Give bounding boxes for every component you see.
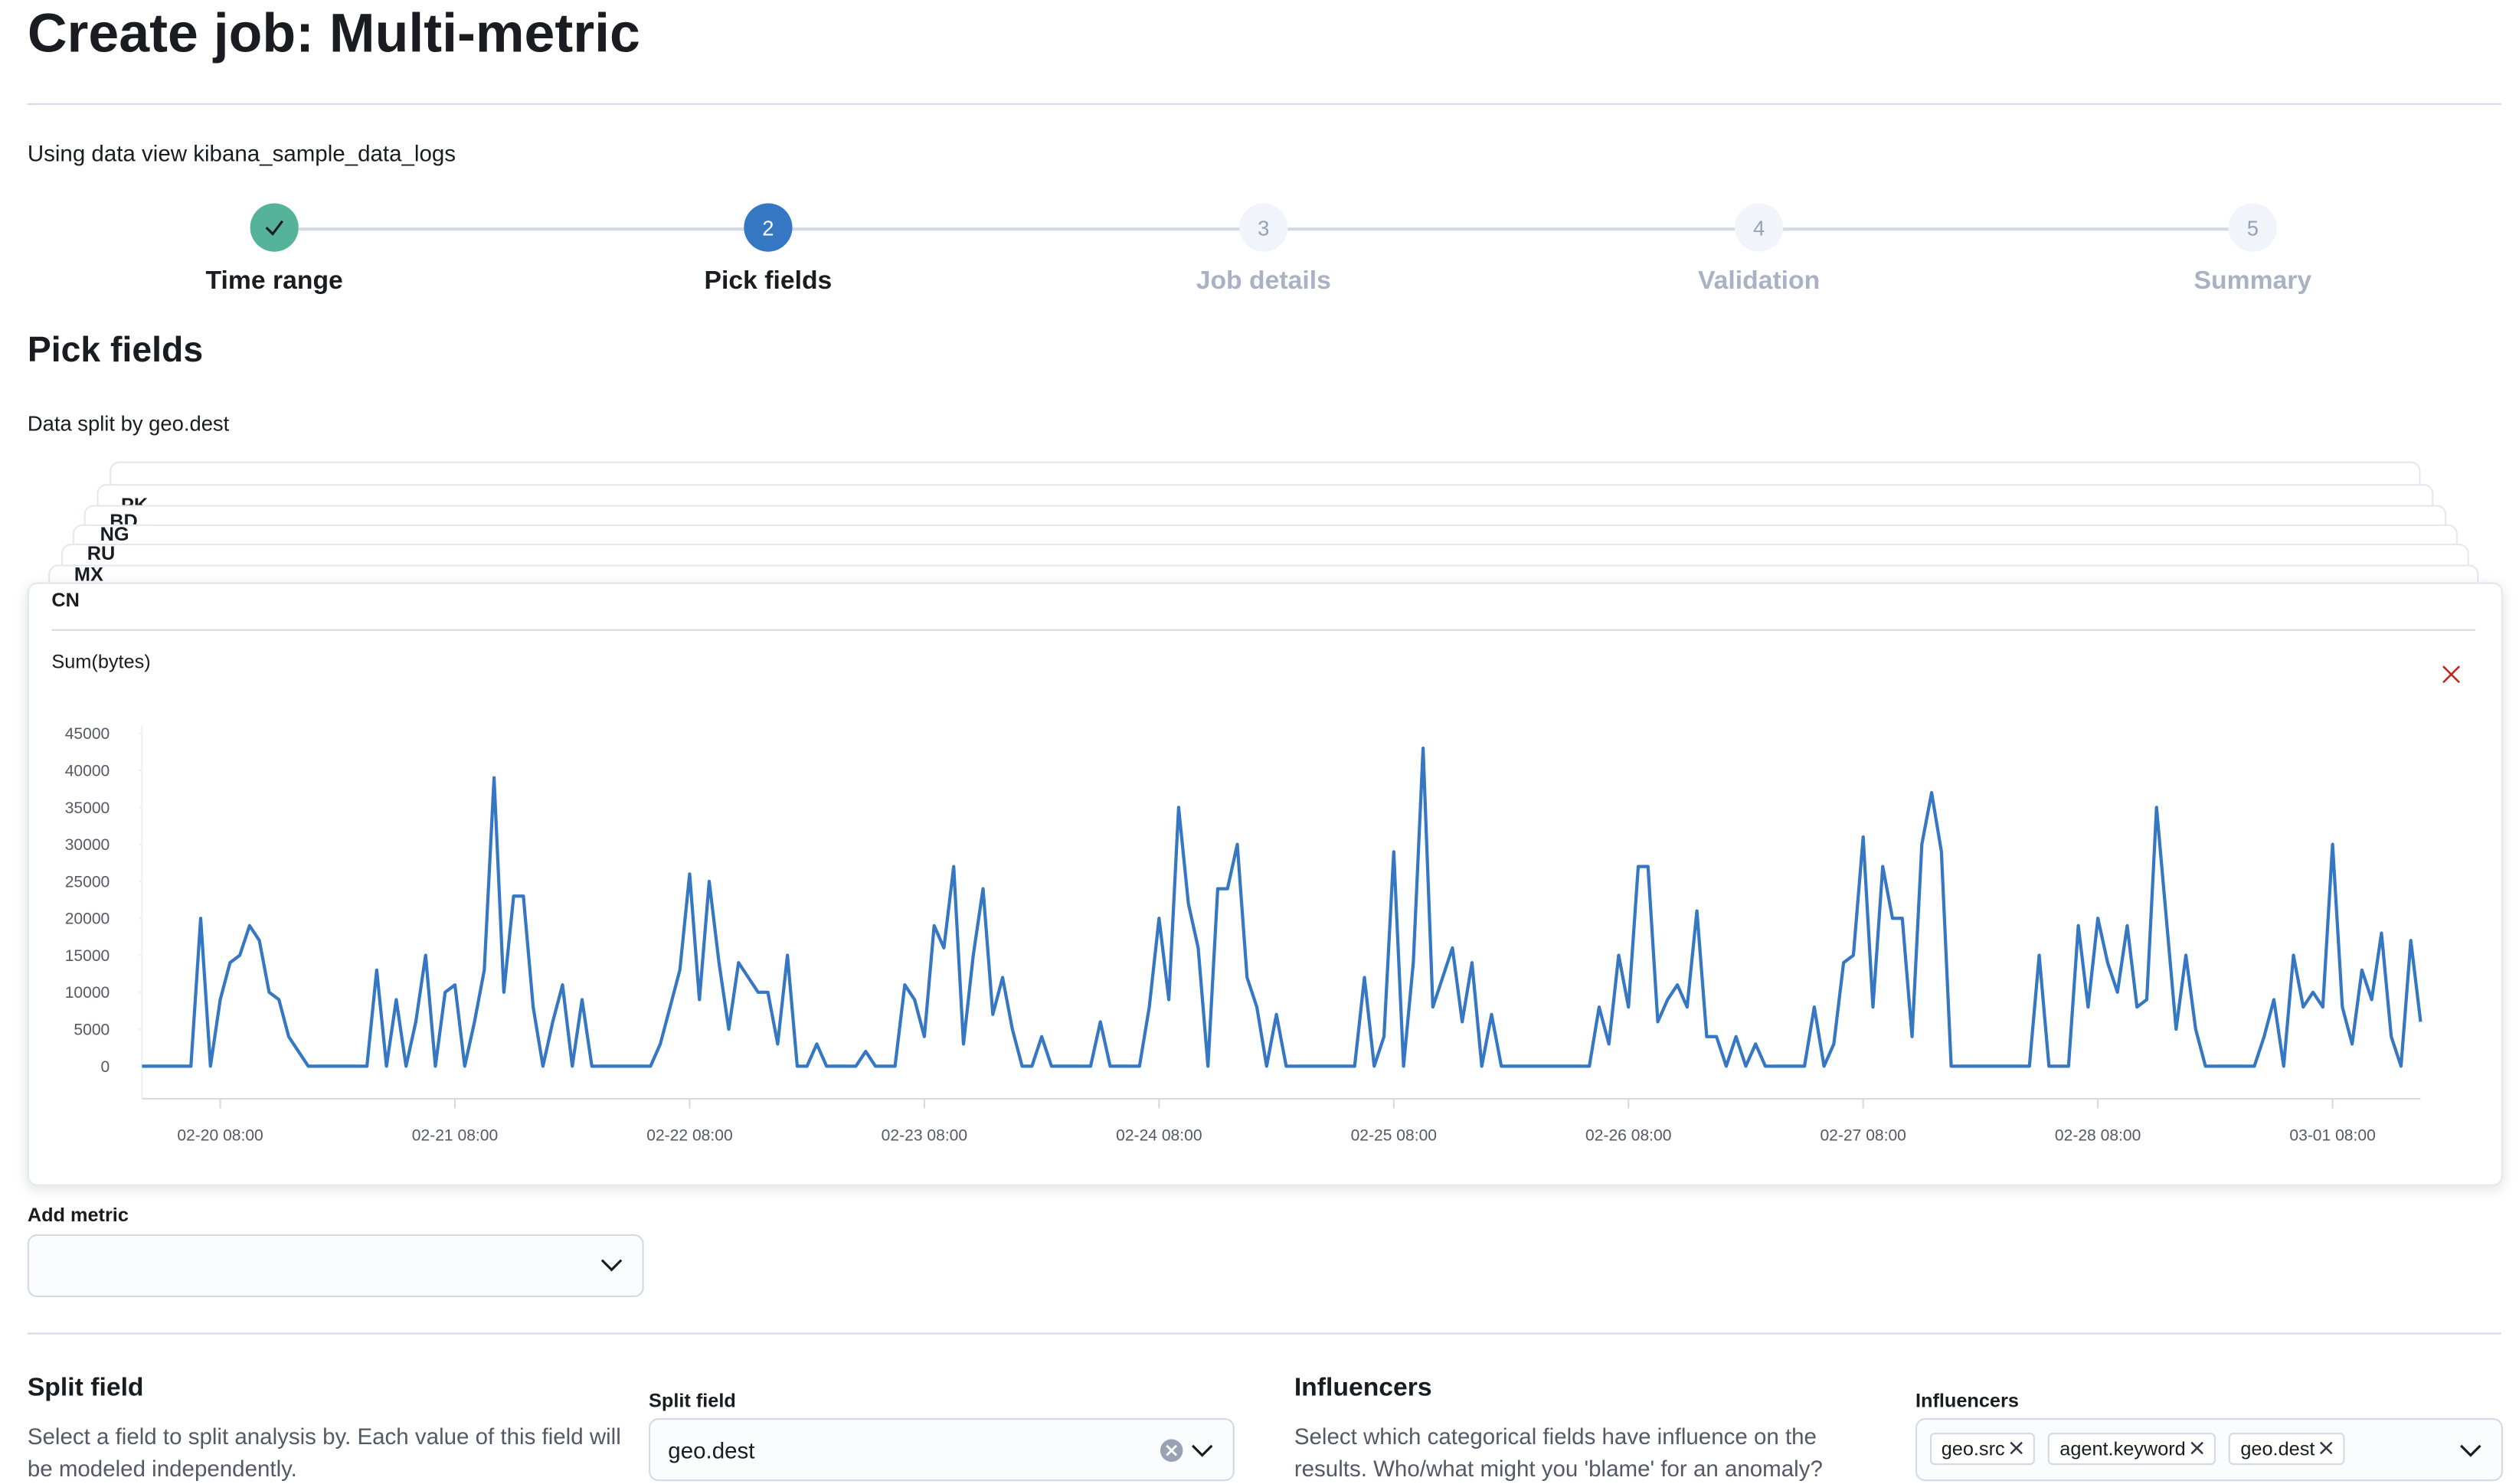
x-tick-label: 02-24 08:00 — [1116, 1127, 1202, 1145]
check-icon — [265, 220, 283, 236]
influencers-select[interactable]: geo.src agent.keyword geo.dest — [1915, 1418, 2503, 1482]
data-line — [142, 747, 2422, 1068]
card-label: MX — [74, 563, 103, 586]
card-divider — [51, 629, 2476, 631]
split-field-select[interactable]: geo.dest — [649, 1418, 1235, 1482]
divider — [27, 103, 2501, 105]
step-label: Summary — [2193, 267, 2312, 296]
chip-remove[interactable] — [2315, 1441, 2334, 1456]
chip-remove[interactable] — [2186, 1441, 2205, 1456]
x-tick-label: 02-21 08:00 — [412, 1127, 498, 1145]
x-tick-label: 02-28 08:00 — [2055, 1127, 2141, 1145]
x-tick-label: 02-26 08:00 — [1585, 1127, 1671, 1145]
y-tick-label: 35000 — [65, 799, 110, 817]
step-number[interactable]: 2 — [744, 203, 793, 252]
clear-button[interactable] — [1159, 1437, 1185, 1463]
y-tick-label: 40000 — [65, 762, 110, 780]
y-tick-label: 10000 — [65, 984, 110, 1002]
chip-text: agent.keyword — [2059, 1437, 2186, 1460]
step-number: 4 — [1735, 203, 1784, 252]
y-tick-label: 0 — [101, 1058, 110, 1076]
add-metric-select[interactable] — [27, 1234, 644, 1298]
chevron-icon — [2460, 1444, 2481, 1457]
page-title: Create job: Multi-metric — [27, 3, 640, 65]
chip-remove[interactable] — [2005, 1441, 2024, 1456]
chip-text: geo.dest — [2240, 1437, 2315, 1460]
chart-card — [27, 582, 2503, 1186]
step-number: 5 — [2228, 203, 2277, 252]
step-label[interactable]: Pick fields — [704, 267, 833, 296]
influencers-label: Influencers — [1915, 1389, 2019, 1412]
x-tick-label: 02-25 08:00 — [1351, 1127, 1437, 1145]
x-tick-label: 02-27 08:00 — [1820, 1127, 1906, 1145]
card-label: PK — [121, 493, 149, 507]
x-tick-label: 02-23 08:00 — [882, 1127, 967, 1145]
step-number: 3 — [1239, 203, 1288, 252]
x-tick-label: 03-01 08:00 — [2289, 1127, 2375, 1145]
card-label: NG — [100, 522, 129, 542]
influencers-title: Influencers — [1294, 1374, 1432, 1402]
split-field-description: Select a field to split analysis by. Eac… — [27, 1423, 621, 1482]
select-value: geo.dest — [668, 1437, 755, 1464]
chip-text: geo.src — [1941, 1437, 2005, 1460]
add-metric-label: Add metric — [27, 1203, 129, 1227]
chevron-icon — [600, 1259, 623, 1272]
delete-metric-button[interactable] — [2440, 663, 2462, 685]
chip-list: geo.src agent.keyword geo.dest — [1929, 1433, 2358, 1466]
card-label: CN — [51, 589, 80, 612]
influencer-chip[interactable]: agent.keyword — [2048, 1433, 2216, 1466]
split-field-label: Split field — [649, 1389, 736, 1412]
chevron-icon — [1191, 1444, 1213, 1457]
data-view-text: Using data view kibana_sample_data_logs — [27, 140, 456, 167]
y-tick-label: 5000 — [74, 1021, 110, 1038]
step-label: Job details — [1196, 267, 1331, 296]
y-tick-label: 45000 — [65, 725, 110, 743]
section-title: Pick fields — [27, 329, 204, 370]
card-label: BD — [110, 509, 138, 526]
influencer-chip[interactable]: geo.src — [1929, 1433, 2036, 1466]
influencers-description: Select which categorical fields have inf… — [1294, 1423, 1823, 1482]
step-label: Validation — [1697, 267, 1821, 296]
y-tick-label: 30000 — [65, 836, 110, 854]
y-tick-label: 25000 — [65, 873, 110, 891]
split-field-title: Split field — [27, 1374, 144, 1402]
chart-title: Sum(bytes) — [51, 650, 151, 673]
split-text: Data split by geo.dest — [27, 411, 230, 436]
influencer-chip[interactable]: geo.dest — [2229, 1433, 2346, 1466]
y-tick-label: 15000 — [65, 947, 110, 965]
step-label[interactable]: Time range — [205, 267, 343, 296]
y-tick-label: 20000 — [65, 910, 110, 928]
card-label: RU — [87, 541, 116, 564]
step-complete-icon[interactable] — [250, 203, 299, 252]
x-tick-label: 02-20 08:00 — [177, 1127, 263, 1145]
x-tick-label: 02-22 08:00 — [646, 1127, 732, 1145]
divider — [27, 1332, 2501, 1335]
